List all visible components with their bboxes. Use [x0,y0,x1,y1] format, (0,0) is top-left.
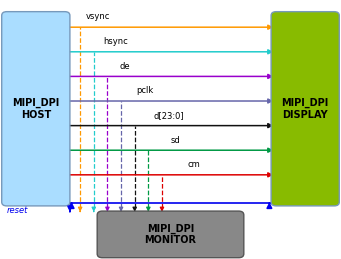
FancyBboxPatch shape [271,12,339,206]
Text: MIPI_DPI
MONITOR: MIPI_DPI MONITOR [145,224,196,245]
Text: cm: cm [188,160,200,169]
FancyBboxPatch shape [2,12,70,206]
FancyBboxPatch shape [97,211,244,258]
Text: hsync: hsync [103,37,128,46]
Text: reset: reset [7,206,28,215]
Text: pclk: pclk [137,86,154,95]
Text: MIPI_DPI
HOST: MIPI_DPI HOST [12,98,59,120]
Text: de: de [120,62,130,71]
Text: vsync: vsync [86,12,110,21]
Text: sd: sd [170,135,180,145]
Text: MIPI_DPI
DISPLAY: MIPI_DPI DISPLAY [282,98,329,120]
Text: d[23:0]: d[23:0] [153,111,184,120]
